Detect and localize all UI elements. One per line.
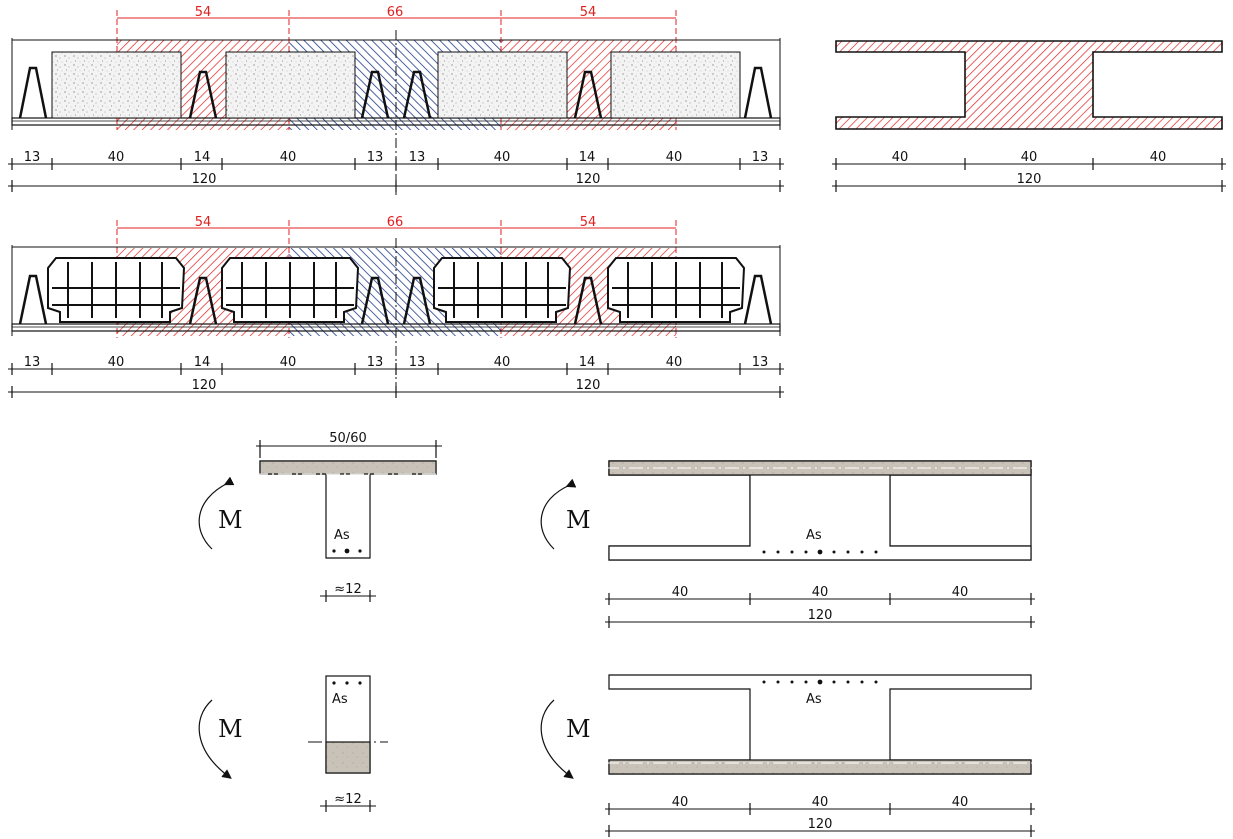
lattice-girder	[18, 274, 48, 325]
steel-label: As	[332, 692, 348, 707]
lattice-girder	[573, 70, 603, 119]
rect-section: As M ≈12	[198, 675, 388, 812]
rebar-dot	[358, 681, 362, 685]
lattice-girder	[188, 276, 218, 325]
dim-label: 40	[108, 355, 125, 370]
dim-label: 40	[952, 585, 969, 600]
eps-block	[225, 51, 356, 119]
dim-label: 40	[666, 150, 683, 165]
rebar-dot	[332, 549, 336, 553]
rebar-dot	[358, 549, 362, 553]
width-label: 66	[387, 5, 404, 20]
rebar-dot	[345, 681, 349, 685]
flange-width-label: 50/60	[329, 431, 366, 446]
panel-3-slab-section: 54 66 54	[8, 215, 784, 398]
dim-label: 14	[579, 355, 596, 370]
dim-label: 40	[108, 150, 125, 165]
steel-label: As	[806, 528, 822, 543]
dim-label: 40	[666, 355, 683, 370]
compression-zone	[259, 460, 437, 475]
lattice-girder	[743, 66, 773, 119]
double-tee-positive: As M 40 40 40 120	[540, 460, 1035, 628]
dim-label: 13	[24, 355, 41, 370]
dim-label: 13	[367, 150, 384, 165]
rebar-row	[762, 679, 878, 685]
lattice-girder	[402, 276, 432, 325]
width-label: 54	[195, 215, 212, 230]
moment-arrow	[540, 699, 574, 779]
bottom-slab-plate	[11, 117, 781, 126]
steel-label: As	[806, 692, 822, 707]
web-width-label: ≈12	[334, 582, 361, 597]
dim-label: 40	[952, 795, 969, 810]
lattice-girder	[573, 276, 603, 325]
lattice-girder	[18, 66, 48, 119]
width-label: 54	[195, 5, 212, 20]
dim-label: 40	[280, 355, 297, 370]
panel-2-equivalent-section: 40 40 40 120	[832, 40, 1226, 192]
panel-1-slab-section: 54 66 54	[8, 5, 784, 195]
web-width-label: ≈12	[334, 792, 361, 807]
dim-label: 14	[579, 150, 596, 165]
dim-label: 40	[494, 150, 511, 165]
dim-label: 120	[808, 608, 833, 623]
dim-label: 40	[672, 585, 689, 600]
dim-label: 120	[192, 172, 217, 187]
moment-label: M	[218, 506, 243, 534]
dim-label: 13	[409, 355, 426, 370]
clay-block	[47, 257, 186, 323]
moment-arrow	[540, 478, 577, 550]
dim-label: 40	[1150, 150, 1167, 165]
dim-label: 120	[576, 172, 601, 187]
clay-block	[433, 257, 572, 323]
clay-block	[607, 257, 746, 323]
dim-label: 13	[752, 355, 769, 370]
lattice-girder	[402, 70, 432, 119]
dim-label: 120	[1017, 172, 1042, 187]
dim-label: 14	[194, 355, 211, 370]
width-label: 54	[580, 215, 597, 230]
lattice-girder	[188, 70, 218, 119]
lattice-girder	[743, 274, 773, 325]
dim-label: 120	[192, 378, 217, 393]
moment-label: M	[218, 715, 243, 743]
rebar-dot	[344, 548, 350, 554]
dim-label: 13	[752, 150, 769, 165]
double-tee-negative: As M 40 40 40 120	[540, 674, 1035, 837]
width-label: 54	[580, 5, 597, 20]
dim-label: 120	[576, 378, 601, 393]
i-section-hatched	[835, 40, 1223, 130]
dim-label: 40	[1021, 150, 1038, 165]
eps-block	[610, 51, 741, 119]
clay-block	[221, 257, 360, 323]
dim-label: 40	[280, 150, 297, 165]
dim-label: 40	[892, 150, 909, 165]
moment-label: M	[566, 715, 591, 743]
compression-zone	[608, 759, 1032, 775]
moment-label: M	[566, 506, 591, 534]
dim-label: 13	[24, 150, 41, 165]
dim-label: 40	[494, 355, 511, 370]
tee-section: 50/60 As M ≈12	[198, 431, 442, 602]
dim-label: 13	[367, 355, 384, 370]
lattice-girder	[360, 276, 390, 325]
dim-label: 40	[812, 585, 829, 600]
dim-label: 40	[812, 795, 829, 810]
eps-block	[437, 51, 568, 119]
dim-label: 40	[672, 795, 689, 810]
dim-label: 14	[194, 150, 211, 165]
width-label: 66	[387, 215, 404, 230]
moment-arrow	[198, 699, 232, 779]
rebar-row	[762, 549, 878, 555]
compression-zone	[325, 741, 371, 774]
dim-label: 120	[808, 817, 833, 832]
rebar-dot	[332, 681, 336, 685]
steel-label: As	[334, 528, 350, 543]
dim-label: 13	[409, 150, 426, 165]
moment-arrow	[198, 476, 235, 550]
lattice-girder	[360, 70, 390, 119]
eps-block	[51, 51, 182, 119]
